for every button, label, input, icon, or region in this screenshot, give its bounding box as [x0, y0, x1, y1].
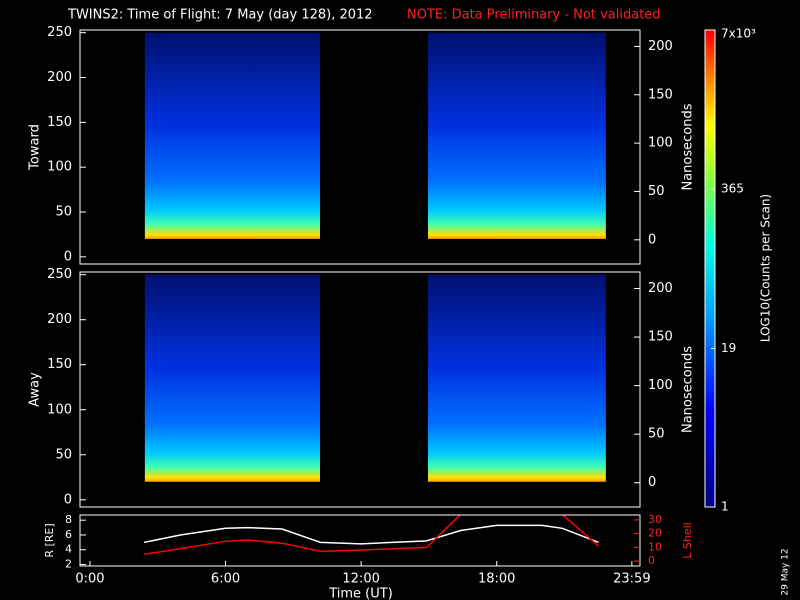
y2-tick-label: 20: [648, 527, 662, 540]
plot-area: [144, 515, 599, 555]
y-axis-label: Away: [28, 372, 43, 407]
y2-tick-label: 0: [648, 475, 656, 490]
y2-tick-label: 150: [648, 87, 673, 102]
x-axis-label: Time (UT): [328, 587, 393, 600]
y-tick-label: 8: [65, 513, 72, 526]
y-tick-label: 200: [47, 312, 72, 327]
y-tick-label: 50: [55, 205, 72, 220]
y-tick-label: 150: [47, 357, 72, 372]
y-tick-label: 100: [47, 402, 72, 417]
y-tick-label: 250: [47, 25, 72, 40]
y2-tick-label: 10: [648, 540, 662, 553]
y2-tick-label: 200: [648, 39, 673, 54]
spectrogram-block: [144, 32, 320, 239]
x-tick-label: 23:59: [613, 572, 650, 587]
spectrogram-block: [428, 274, 606, 482]
y2-tick-label: 0: [648, 232, 656, 247]
colorbar: [704, 29, 716, 508]
y2-tick-label: 50: [648, 184, 665, 199]
title: TWINS2: Time of Flight: 7 May (day 128),…: [67, 8, 373, 23]
y2-tick-label: 50: [648, 427, 665, 442]
x-tick-label: 12:00: [342, 572, 379, 587]
y2-tick-label: 100: [648, 378, 673, 393]
y2-tick-label: 100: [648, 136, 673, 151]
colorbar-tick-label: 19: [721, 341, 736, 355]
y2-tick-label: 30: [648, 513, 662, 526]
y-tick-label: 6: [65, 528, 72, 541]
x-tick-label: 0:00: [75, 572, 104, 587]
y-tick-label: 50: [55, 447, 72, 462]
y2-axis-label: Nanoseconds: [681, 346, 696, 433]
y-tick-label: 200: [47, 70, 72, 85]
y-tick-label: 0: [64, 249, 72, 264]
panel-frame: [79, 514, 641, 567]
y2-tick-label: 0: [648, 554, 655, 567]
panel-frame: [79, 271, 641, 508]
spectrogram-block: [428, 32, 606, 239]
x-tick-label: 18:00: [478, 572, 515, 587]
date-stamp: 29 May 12: [781, 548, 791, 595]
series-line: [144, 515, 599, 555]
colorbar-tick-label: 1: [721, 500, 729, 514]
note: NOTE: Data Preliminary - Not validated: [407, 8, 661, 23]
y-axis-label: Toward: [28, 124, 43, 171]
y-tick-label: 250: [47, 267, 72, 282]
panel-frame: [79, 29, 641, 265]
y2-tick-label: 200: [648, 281, 673, 296]
y-tick-label: 0: [64, 492, 72, 507]
y-tick-label: 2: [65, 558, 72, 571]
colorbar-tick-label: 365: [721, 182, 744, 196]
y2-tick-label: 150: [648, 330, 673, 345]
colorbar-label: LOG10(Counts per Scan): [759, 194, 773, 342]
spectrogram-block: [144, 274, 320, 482]
y2-axis-label: L Shell: [681, 522, 694, 558]
x-tick-label: 6:00: [211, 572, 240, 587]
y2-axis-label: Nanoseconds: [681, 103, 696, 190]
series-line: [144, 524, 599, 545]
y-tick-label: 100: [47, 160, 72, 175]
y-tick-label: 4: [65, 543, 72, 556]
y-axis-label: R [RE]: [43, 523, 56, 557]
y-tick-label: 150: [47, 115, 72, 130]
colorbar-tick-label: 7x10³: [721, 27, 756, 41]
